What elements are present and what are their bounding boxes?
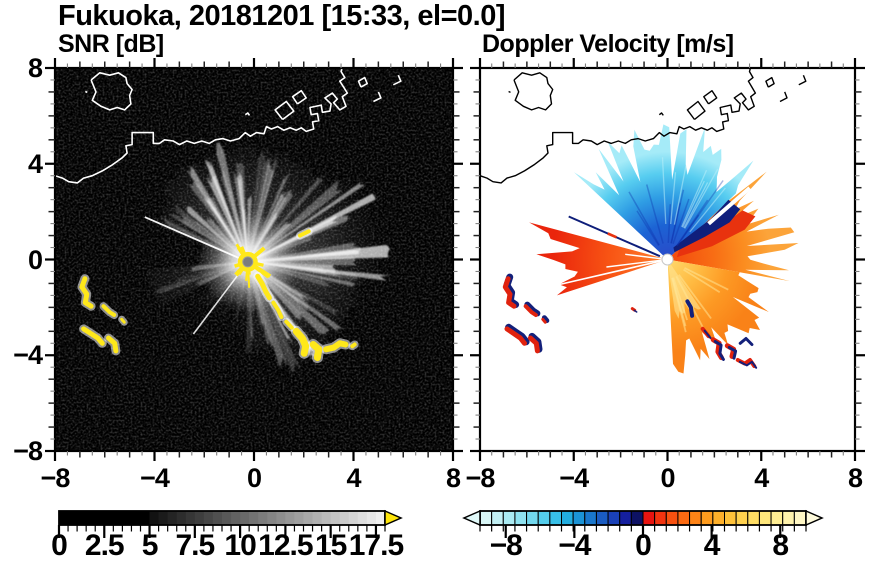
center-clutter	[234, 243, 272, 288]
panel-frame	[478, 66, 857, 453]
coastline	[480, 68, 807, 184]
radar-site-dot	[242, 256, 254, 268]
x-tick-label: 0	[246, 463, 262, 493]
radar-site-dot	[661, 253, 674, 266]
velocity-echoes	[502, 273, 758, 369]
snr-echoes	[77, 227, 359, 364]
doppler-colorbar	[462, 509, 824, 538]
colorbar-tick-label: 2.5	[84, 529, 125, 562]
colorbar-tick-label: 8	[772, 529, 789, 562]
figure-title: Fukuoka, 20181201 [15:33, el=0.0]	[58, 0, 505, 32]
snr-panel-title: SNR [dB]	[58, 30, 164, 58]
x-tick-label: −4	[140, 463, 170, 493]
snr-rays	[153, 142, 391, 374]
snr-colorbar	[57, 509, 403, 538]
colorbar-tick-label: 7.5	[175, 529, 215, 562]
red-band	[676, 210, 756, 258]
fan-east-orange	[667, 171, 799, 282]
x-tick-label: −8	[40, 463, 71, 493]
colorbar-tick-label: 5	[141, 529, 159, 562]
y-tick-label: 4	[27, 148, 43, 179]
doppler-field	[480, 68, 855, 451]
x-tick-label: 8	[847, 463, 863, 493]
colorbar-tick-label: −4	[558, 529, 591, 562]
radar-core-glow	[197, 211, 298, 312]
snr-sectors	[146, 143, 414, 369]
colorbar-tick-label: 10	[224, 529, 256, 562]
navy-streak	[673, 199, 741, 253]
colorbar-tick-label: 0	[635, 529, 652, 562]
over-range-arrow	[384, 509, 403, 527]
doppler-panel-title: Doppler Velocity [m/s]	[482, 30, 734, 58]
colorbar-tick-label: −8	[489, 529, 523, 562]
noise-speckle	[55, 68, 453, 451]
colorbar-tick-label: 12.5	[258, 529, 313, 562]
under-range-arrow	[462, 509, 481, 527]
x-tick-label: −8	[465, 463, 496, 493]
colorbar-tick-label: 0	[51, 529, 68, 562]
panel-frame	[53, 66, 455, 453]
fan-west-red	[529, 222, 668, 296]
coastline	[55, 68, 402, 184]
fan-southeast-orange	[667, 259, 769, 374]
x-tick-label: 4	[754, 463, 769, 493]
x-tick-label: 4	[346, 463, 361, 493]
y-tick-label: −4	[13, 340, 43, 371]
snr-field	[55, 68, 453, 451]
y-tick-label: 8	[27, 53, 43, 83]
x-tick-label: 0	[660, 463, 675, 493]
colorbar-tick-label: 17.5	[348, 529, 404, 562]
y-tick-label: 0	[27, 244, 43, 275]
y-tick-label: −8	[13, 436, 43, 466]
x-tick-label: −4	[559, 463, 589, 493]
over-range-arrow	[805, 509, 824, 527]
fan-north-blue	[574, 124, 754, 260]
inner-light-wedge	[667, 259, 701, 319]
colorbar-tick-label: 4	[703, 529, 721, 562]
velocity-fans	[529, 124, 799, 374]
x-tick-label: 8	[445, 463, 461, 493]
colorbar-tick-label: 15	[314, 529, 347, 562]
